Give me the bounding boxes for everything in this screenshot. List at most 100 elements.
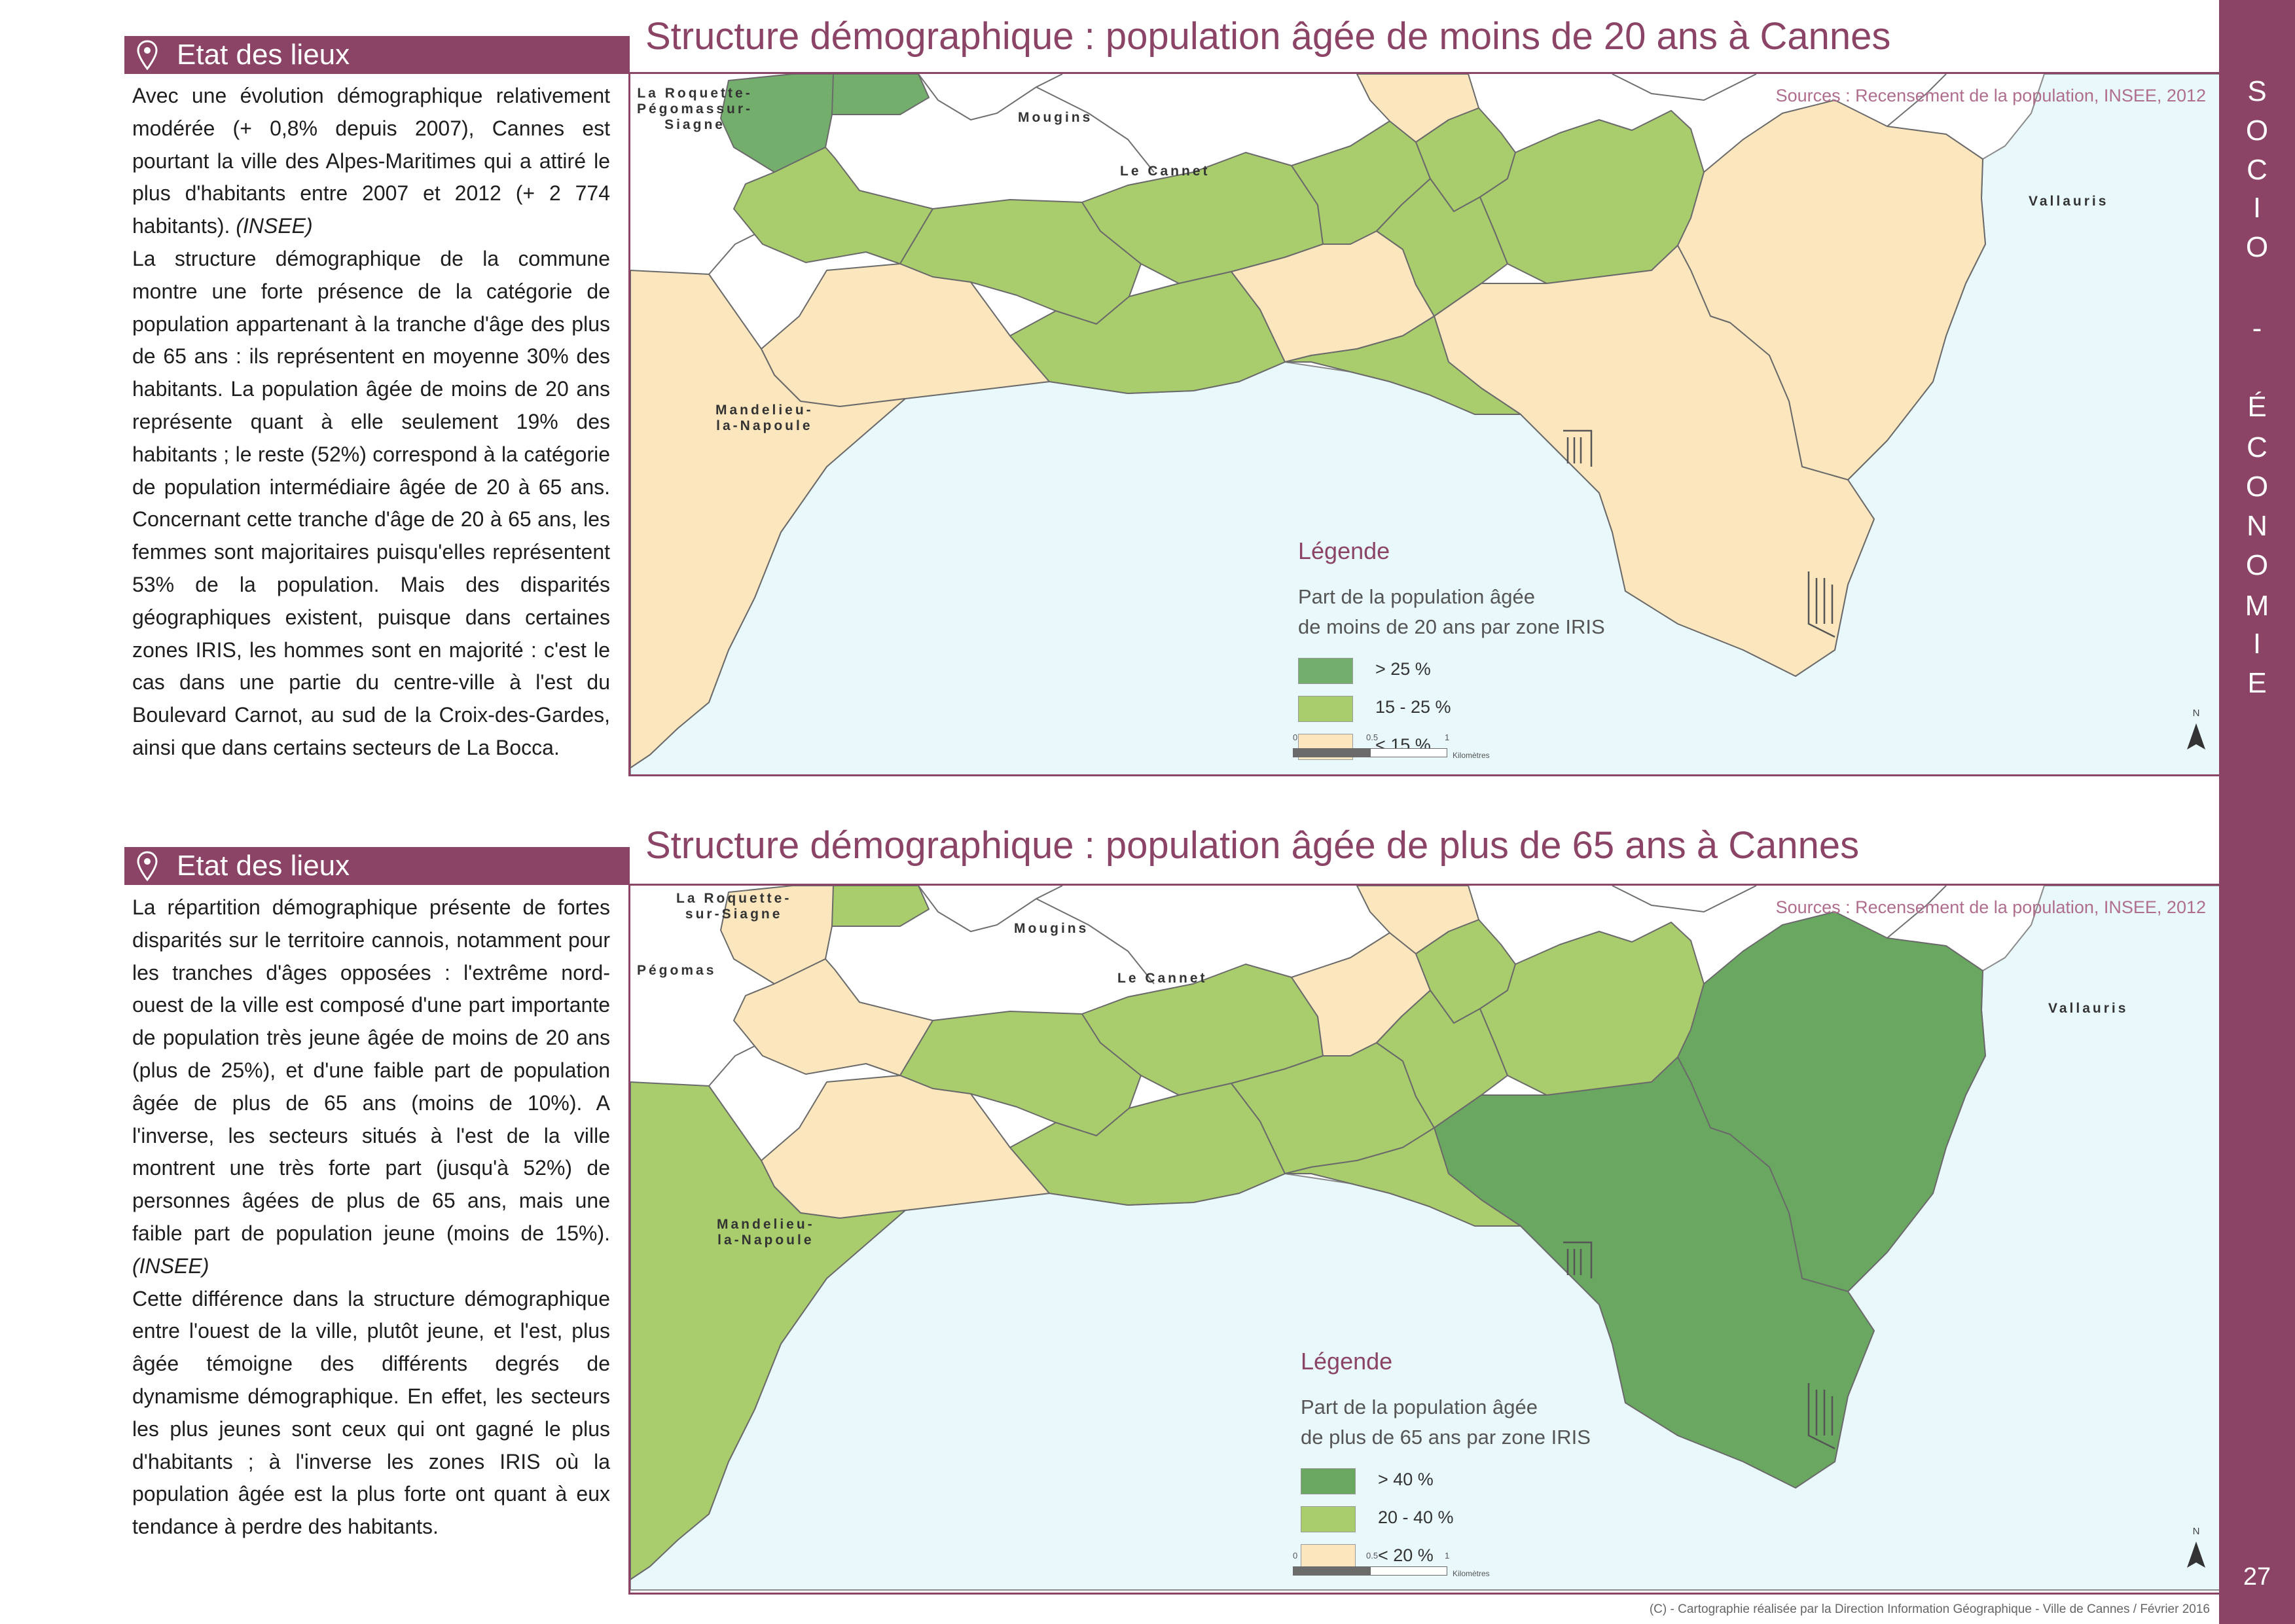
north-arrow-icon: N	[2183, 1526, 2209, 1570]
scale-segment	[1370, 1566, 1447, 1576]
scale-segment	[1370, 748, 1447, 757]
paragraph-text: La structure démographique de la commune…	[132, 246, 610, 759]
iris-zone	[630, 1081, 906, 1580]
municipal-boundary	[1612, 74, 1757, 101]
scale-bar: 0 0.5 1 Kilomètres	[1293, 732, 1490, 765]
location-pin-icon	[137, 851, 158, 881]
iris-zone	[1356, 886, 1479, 954]
place-label-le-cannet: Le Cannet	[1120, 164, 1210, 179]
place-label-roquette: La Roquette- Pégomassur- Siagne	[637, 86, 753, 132]
chapter-letter: E	[2247, 667, 2267, 699]
legend-swatch	[1298, 696, 1353, 722]
choropleth-map	[630, 74, 2219, 774]
legend-label: < 20 %	[1378, 1545, 1434, 1565]
chapter-letter: I	[2252, 192, 2262, 224]
chapter-letter: O	[2245, 549, 2269, 581]
place-label-mandelieu: Mandelieu- la-Napoule	[717, 1217, 815, 1248]
iris-zone	[733, 958, 933, 1076]
municipal-boundary	[918, 74, 1063, 121]
section-title: Etat des lieux	[177, 850, 350, 882]
chapter-letter: N	[2247, 510, 2268, 542]
footer-credit: (C) - Cartographie réalisée par la Direc…	[1649, 1602, 2210, 1616]
municipal-boundary	[1887, 74, 1947, 127]
scale-segment	[1293, 1566, 1370, 1576]
chapter-letter: M	[2245, 590, 2269, 622]
legend-item: > 40 %	[1301, 1464, 1591, 1498]
iris-zone	[630, 270, 906, 768]
iris-zone	[831, 886, 930, 927]
chapter-letter: C	[2247, 154, 2268, 186]
legend-description: Part de la population âgée de moins de 2…	[1298, 585, 1605, 638]
section-title: Etat des lieux	[177, 39, 350, 71]
place-label-mandelieu: Mandelieu- la-Napoule	[715, 403, 814, 433]
chapter-letter: O	[2245, 471, 2269, 503]
legend-item: > 25 %	[1298, 654, 1605, 688]
source-citation: (INSEE)	[236, 214, 313, 238]
scale-unit: Kilomètres	[1453, 751, 1490, 760]
scale-tick: 0.5	[1366, 732, 1379, 742]
section-header: Etat des lieux	[124, 36, 630, 74]
legend-label: 15 - 25 %	[1375, 697, 1451, 717]
iris-zone	[1356, 74, 1479, 143]
scale-segment	[1293, 748, 1370, 757]
iris-zone	[733, 147, 933, 264]
chapter-letter: I	[2252, 628, 2262, 660]
municipal-boundary	[1887, 886, 1947, 939]
map-frame: Sources : Recensement de la population, …	[628, 72, 2219, 776]
iris-zone	[831, 74, 930, 115]
chapter-letter: -	[2252, 312, 2262, 344]
surrounding-land	[630, 886, 2044, 1161]
legend-description: Part de la population âgée de plus de 65…	[1301, 1396, 1591, 1449]
scale-tick: 0	[1293, 1551, 1298, 1561]
chapter-letter: O	[2245, 115, 2269, 147]
legend-swatch	[1298, 658, 1353, 684]
map-source: Sources : Recensement de la population, …	[1775, 86, 2206, 105]
legend-swatch	[1301, 1506, 1356, 1532]
section-header: Etat des lieux	[124, 847, 630, 885]
map-legend: Légende Part de la population âgée de mo…	[1298, 537, 1605, 764]
north-letter: N	[2192, 708, 2200, 719]
surrounding-land	[630, 74, 2044, 349]
map-title: Structure démographique : population âgé…	[645, 824, 1860, 867]
paragraph-text: La répartition démographique présente de…	[132, 895, 610, 1245]
iris-zone	[1284, 1127, 1521, 1227]
harbour-jetty	[1563, 1241, 1593, 1278]
choropleth-map	[630, 886, 2219, 1591]
place-label-le-cannet: Le Cannet	[1117, 971, 1208, 986]
legend-label: 20 - 40 %	[1378, 1507, 1454, 1527]
municipal-boundary	[708, 230, 762, 275]
map-frame: Sources : Recensement de la population, …	[628, 884, 2219, 1595]
iris-zone	[1284, 316, 1521, 415]
map-title: Structure démographique : population âgé…	[645, 15, 1891, 58]
legend-item: < 20 %	[1301, 1540, 1591, 1574]
legend-item: 20 - 40 %	[1301, 1502, 1591, 1536]
paragraph: La répartition démographique présente de…	[132, 892, 610, 1283]
place-label-vallauris: Vallauris	[2048, 1001, 2129, 1016]
chapter-letter: C	[2247, 431, 2268, 463]
municipal-boundary	[1036, 898, 1155, 984]
municipal-boundary	[1612, 886, 1757, 913]
place-label-mougins: Mougins	[1018, 110, 1093, 125]
place-label-roquette: La Roquette- sur-Siagne	[676, 891, 792, 922]
legend-label: > 40 %	[1378, 1470, 1434, 1489]
harbour-jetty	[1563, 429, 1593, 467]
paragraph-text: Avec une évolution démographique relativ…	[132, 84, 610, 238]
chapter-letter: S	[2247, 75, 2267, 107]
scale-bar: 0 0.5 1 Kilomètres	[1293, 1551, 1490, 1583]
municipal-boundary	[918, 886, 1063, 933]
page-number: 27	[2243, 1563, 2271, 1591]
place-label-mougins: Mougins	[1014, 921, 1089, 936]
legend-title: Légende	[1301, 1348, 1393, 1375]
chapter-letter: O	[2245, 231, 2269, 263]
scale-tick: 0.5	[1366, 1551, 1379, 1561]
paragraph-text: Cette différence dans la structure démog…	[132, 1286, 610, 1539]
scale-unit: Kilomètres	[1453, 1569, 1490, 1578]
paragraph: La structure démographique de la commune…	[132, 243, 610, 765]
scale-tick: 1	[1445, 732, 1450, 742]
map-legend: Légende Part de la population âgée de pl…	[1301, 1348, 1591, 1574]
legend-item: 15 - 25 %	[1298, 692, 1605, 726]
legend-title: Légende	[1298, 537, 1390, 564]
location-pin-icon	[137, 40, 158, 70]
place-label-vallauris: Vallauris	[2029, 194, 2109, 209]
